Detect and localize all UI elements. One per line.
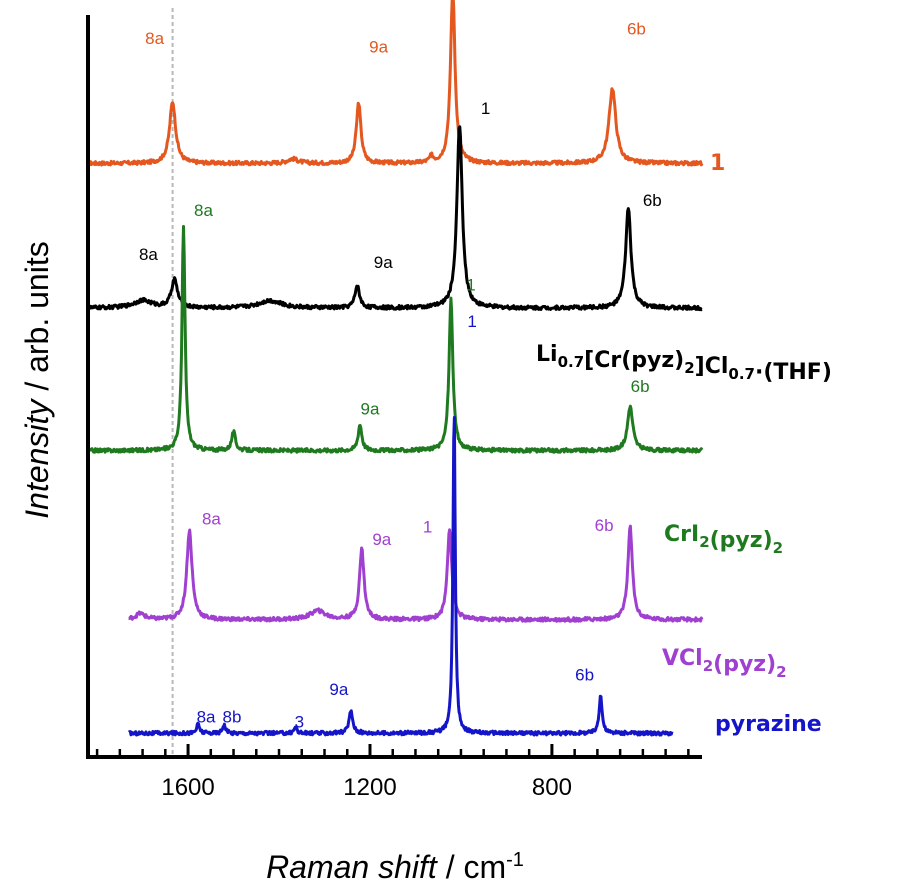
peak-label-s4-8a: 8a — [202, 510, 221, 529]
x-tick-label-800: 800 — [532, 774, 572, 801]
tick-layer: 1600 1200 800 — [95, 744, 690, 801]
series-label-s2: Li0.7[Cr(pyz)2]Cl0.7·(THF) — [536, 342, 832, 385]
series-label-layer: 1 Li0.7[Cr(pyz)2]Cl0.7·(THF) CrI2(pyz)2 VCl… — [536, 151, 832, 737]
axis-title-layer: Raman shift / cm-1 Intensity / arb. units — [19, 241, 524, 885]
series-label-s1: 1 — [710, 151, 725, 176]
peak-label-s1-8a: 8a — [145, 29, 164, 48]
peak-label-s5-1: 1 — [467, 312, 476, 331]
peak-label-s3-6b: 6b — [631, 377, 650, 396]
peak-label-s5-3: 3 — [295, 712, 304, 731]
peak-label-s2-1: 1 — [481, 99, 490, 118]
peak-label-s3-1: 1 — [466, 275, 475, 294]
series-label-s3: CrI2(pyz)2 — [664, 522, 783, 557]
peak-label-layer: 8a9a16b8a9a16b8a9a16b8a9a16b8a8b39a16b — [139, 19, 662, 731]
series-label-s4: VCl2(pyz)2 — [662, 646, 787, 681]
peak-label-s2-6b: 6b — [643, 191, 662, 210]
peak-label-s5-6b: 6b — [575, 666, 594, 685]
series-label-s5: pyrazine — [715, 712, 822, 737]
series-line-s5 — [127, 415, 674, 737]
x-axis-title: Raman shift / cm-1 — [266, 849, 524, 885]
peak-label-s3-9a: 9a — [361, 400, 380, 419]
peak-label-s4-9a: 9a — [372, 530, 391, 549]
series-line-s4 — [128, 524, 704, 623]
peak-label-s4-6b: 6b — [595, 516, 614, 535]
peak-label-s2-9a: 9a — [374, 253, 393, 272]
series-line-s1 — [87, 0, 704, 167]
x-tick-label-1200: 1200 — [343, 774, 396, 801]
series-line-s3 — [86, 225, 704, 454]
x-tick-label-1600: 1600 — [161, 774, 214, 801]
peak-label-s5-8b: 8b — [223, 707, 242, 726]
peak-label-s4-1: 1 — [423, 517, 432, 536]
series-line-s2 — [86, 125, 703, 312]
peak-label-s5-9a: 9a — [329, 680, 348, 699]
y-axis-title: Intensity / arb. units — [19, 241, 55, 518]
peak-label-s1-6b: 6b — [627, 19, 646, 38]
peak-label-s3-8a: 8a — [194, 201, 213, 220]
series-layer — [86, 0, 704, 737]
peak-label-s2-8a: 8a — [139, 245, 158, 264]
peak-label-s1-9a: 9a — [369, 38, 388, 57]
peak-label-s5-8a: 8a — [197, 707, 216, 726]
